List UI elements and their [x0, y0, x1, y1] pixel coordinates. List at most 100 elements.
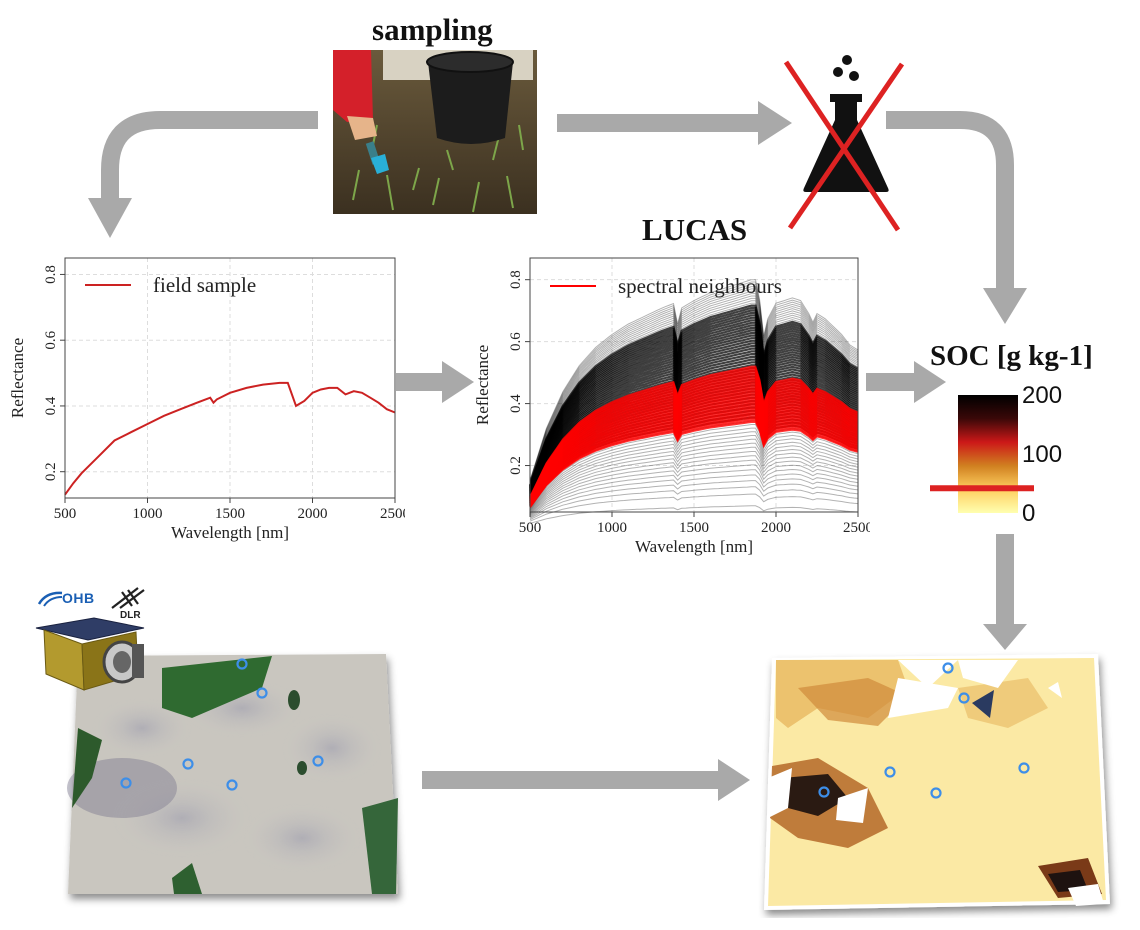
library-spectrum: [528, 309, 859, 487]
neighbour-spectrum: [529, 384, 859, 501]
library-spectrum: [529, 283, 859, 482]
soc-title: SOC [g kg-1]: [930, 340, 1093, 372]
legend-label: field sample: [153, 273, 256, 297]
y-tick-label: 0.4: [508, 394, 524, 413]
x-tick-label: 1500: [215, 506, 245, 522]
soc-map: [758, 648, 1122, 918]
library-spectrum: [528, 352, 859, 496]
neighbour-spectrum: [529, 404, 859, 505]
lucas-title: LUCAS: [642, 212, 748, 247]
library-spectrum: [529, 288, 859, 483]
x-tick-label: 2500: [380, 506, 405, 522]
neighbour-spectrum: [529, 409, 859, 506]
neighbour-spectrum: [529, 398, 859, 504]
library-spectrum: [529, 424, 859, 509]
x-tick-label: 1000: [133, 506, 163, 522]
library-spectrum: [529, 431, 859, 510]
field-sample-line: [64, 381, 396, 496]
library-spectrum: [529, 505, 859, 524]
arrow-lab-to-soc-head: [983, 288, 1027, 324]
library-spectrum: [529, 486, 859, 521]
library-spectrum: [529, 295, 859, 484]
legend-label: spectral neighbours: [618, 274, 782, 298]
library-spectrum: [528, 304, 859, 486]
neighbour-spectrum: [529, 389, 859, 502]
arrow-sampling-to-field-head: [88, 198, 132, 238]
neighbour-spectrum: [529, 405, 859, 506]
arrow-field-to-lucas-head: [442, 361, 474, 403]
library-spectrum: [528, 329, 859, 491]
y-tick-label: 0.8: [508, 270, 524, 289]
library-spectrum: [529, 358, 859, 497]
colorbar-tick-label: 0: [1022, 500, 1035, 525]
x-tick-label: 500: [519, 520, 542, 536]
neighbour-spectrum: [529, 414, 859, 507]
neighbour-spectrum: [529, 379, 859, 501]
library-spectrum: [529, 446, 859, 513]
y-tick-label: 0.2: [43, 462, 59, 481]
neighbour-spectrum: [529, 365, 859, 498]
library-spectrum: [528, 306, 859, 487]
library-spectrum: [528, 316, 859, 489]
plot-frame: [529, 257, 859, 513]
library-spectrum: [529, 297, 859, 485]
neighbour-spectrum: [529, 394, 859, 503]
library-spectrum: [529, 451, 859, 514]
x-tick-label: 2500: [843, 520, 870, 536]
library-spectrum: [528, 350, 859, 495]
library-spectrum: [528, 311, 859, 488]
library-spectrum: [529, 300, 859, 485]
sampling-photo: [333, 50, 537, 214]
y-axis-label: Reflectance: [473, 345, 492, 425]
neighbour-spectrum: [529, 387, 859, 502]
library-spectrum: [529, 469, 859, 517]
dlr-logo-text: DLR: [120, 610, 141, 621]
arrow-image-to-map: [422, 771, 722, 789]
y-tick-label: 0.2: [508, 456, 524, 475]
x-tick-label: 2000: [761, 520, 791, 536]
lucas-chart: 500 1000 1500 2000 2500 0.2 0.4 0.6 0.8 Wavelengt…: [473, 257, 870, 556]
arrow-lucas-to-soc: [866, 373, 916, 391]
library-spectrum: [529, 290, 859, 483]
arrow-sampling-to-lab: [557, 114, 761, 132]
library-spectrum: [529, 281, 859, 482]
library-spectrum: [528, 342, 859, 494]
neighbour-spectrum: [529, 419, 859, 508]
plot-frame: [64, 257, 396, 499]
library-spectrum: [529, 293, 859, 484]
neighbour-spectrum: [529, 397, 859, 504]
neighbour-spectrum: [529, 407, 859, 506]
hyperspectral-image: [62, 648, 410, 910]
x-tick-label: 500: [54, 506, 77, 522]
library-spectrum: [529, 464, 859, 516]
field-sample-chart: 500 1000 1500 2000 2500 0.2 0.4 0.6 0.8 Wavelengt…: [8, 257, 405, 542]
arrow-sampling-to-field: [101, 111, 318, 200]
library-spectrum: [529, 474, 859, 518]
library-spectrum: [528, 337, 859, 493]
library-spectrum: [529, 442, 859, 512]
library-spectrum: [529, 279, 859, 481]
colorbar-tick-label: 200: [1022, 385, 1062, 409]
library-spectrum: [529, 286, 859, 482]
library-spectrum: [529, 455, 859, 515]
library-spectrum: [529, 361, 859, 497]
arrow-lab-to-soc: [886, 111, 1014, 290]
arrow-lucas-to-soc-head: [914, 361, 946, 403]
colorbar-tick-label: 100: [1022, 441, 1062, 468]
neighbour-spectrum: [529, 408, 859, 506]
y-tick-label: 0.8: [43, 265, 59, 284]
neighbour-spectrum: [529, 401, 859, 505]
library-spectrum: [528, 344, 859, 494]
soc-colorbar: 200 100 0: [930, 385, 1062, 525]
library-spectrum: [528, 331, 859, 492]
library-spectrum: [528, 314, 859, 488]
arrow-sampling-to-lab-head: [758, 101, 792, 145]
neighbour-spectrum: [529, 402, 859, 505]
library-spectrum: [529, 493, 859, 522]
neighbour-spectrum: [529, 412, 859, 507]
arrow-soc-to-map-head: [983, 624, 1027, 650]
chemistry-flask-crossed-icon: [780, 52, 910, 234]
neighbour-spectrum: [529, 417, 859, 508]
x-tick-label: 2000: [298, 506, 328, 522]
